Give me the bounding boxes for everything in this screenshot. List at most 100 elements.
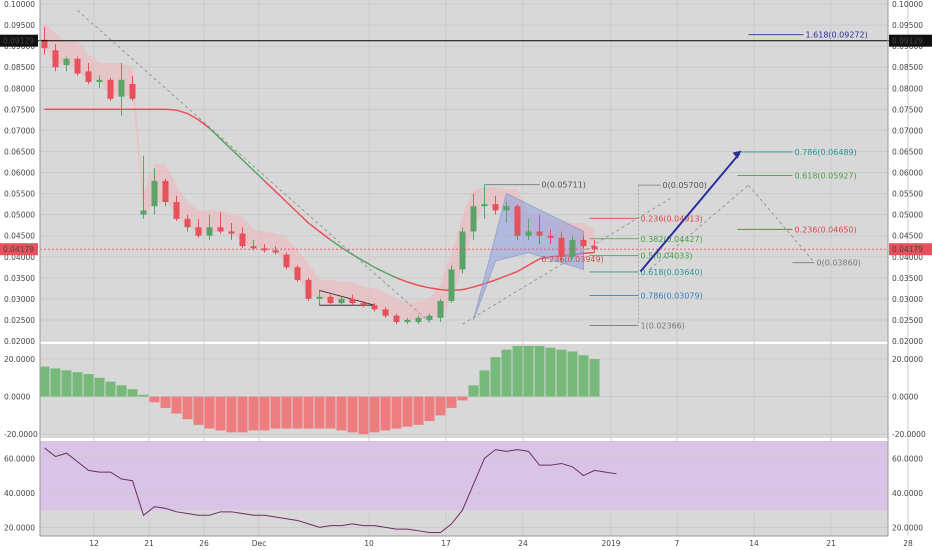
fib-label: 0.786(0.06489) [795, 148, 857, 157]
y-tick-label-right: 0.05000 [892, 211, 923, 220]
macd-bar [292, 396, 303, 429]
macd-bar [512, 345, 523, 397]
ma-segment [263, 180, 277, 192]
candle-body [173, 201, 180, 219]
candle-body [217, 227, 224, 232]
y-tick-label-right: 0.08000 [892, 84, 923, 93]
crosshair-label-left: 0.09129 [3, 37, 34, 46]
ma-segment [418, 284, 430, 289]
candle-body [426, 315, 433, 320]
candle-body [129, 84, 136, 99]
ma-segment [407, 281, 419, 287]
cloud-band [44, 22, 595, 320]
macd-bar [479, 370, 490, 397]
y-tick-label-left: 0.04500 [4, 232, 35, 241]
macd-bar [72, 372, 83, 397]
macd-bar [578, 355, 589, 397]
macd-bar [402, 396, 413, 427]
y-tick-label-right: 0.10000 [892, 0, 923, 9]
ma-segment [429, 287, 441, 291]
candle-body [250, 246, 257, 249]
crosshair-tag-right [889, 34, 932, 47]
candle-body [536, 231, 543, 236]
ma-segment [176, 109, 188, 115]
panel-bg-1 [40, 344, 888, 438]
x-tick-label: Dec [252, 539, 267, 548]
candle-body [415, 317, 422, 323]
macd-bar [501, 349, 512, 397]
y-tick-label-right: 0.07500 [892, 105, 923, 114]
fib-label: 0.236(0.04650) [795, 225, 857, 234]
fib-label: 0(0.05711) [542, 181, 586, 190]
y-tick-label-right: 0.03000 [892, 295, 923, 304]
y-tick-label-left: 0.06000 [4, 169, 35, 178]
candle-body [140, 210, 147, 215]
macd-bar [490, 357, 501, 397]
rsi-tick-right: 60.0000 [892, 454, 923, 463]
candle-body [162, 180, 169, 202]
x-tick-label: 10 [364, 539, 374, 548]
macd-bar [380, 396, 391, 431]
candle-body [118, 79, 125, 97]
candle-body [52, 50, 59, 68]
rsi-band [40, 441, 888, 511]
fib-label: 1.618(0.09272) [806, 31, 868, 40]
candle-body [63, 58, 70, 66]
y-tick-label-left: 0.04000 [4, 253, 35, 262]
fib-label: 0.382(0.04427) [641, 235, 703, 244]
candle-body [569, 239, 576, 257]
y-tick-label-left: 0.07500 [4, 105, 35, 114]
macd-bar [534, 345, 545, 397]
candle-body [74, 58, 81, 74]
fib-label: 0.618(0.03640) [641, 268, 703, 277]
projection-arrow [639, 152, 741, 273]
y-tick-label-left: 0.02000 [4, 337, 35, 346]
arrow-head [732, 150, 742, 159]
macd-bar [523, 345, 534, 397]
y-tick-label-right: 0.02000 [892, 337, 923, 346]
fib-label: 0(0.03860) [817, 259, 861, 268]
rsi-tick-right: 20.0000 [892, 523, 923, 532]
macd-bar [83, 374, 94, 397]
x-tick-label: 21 [826, 539, 836, 548]
macd-tick-right: -20.0000 [892, 430, 926, 439]
rsi-tick-left: 40.0000 [4, 489, 35, 498]
y-tick-label-left: 0.08500 [4, 63, 35, 72]
y-tick-label-left: 0.03000 [4, 295, 35, 304]
ma-segment [506, 270, 518, 277]
macd-bar [336, 396, 347, 431]
rsi-line [44, 447, 617, 534]
candle-body [503, 206, 510, 211]
candle-body [404, 319, 411, 323]
ma-segment [385, 272, 397, 279]
macd-bar [413, 396, 424, 425]
crosshair-label-right: 0.09129 [892, 37, 923, 46]
ma-segment [396, 277, 408, 283]
macd-bar [347, 396, 358, 433]
current-price-tag-right [889, 243, 932, 256]
y-tick-label-right: 0.09500 [892, 21, 923, 30]
y-tick-label-left: 0.09500 [4, 21, 35, 30]
candle-body [316, 296, 323, 299]
fib-label: 0.236(0.04913) [641, 214, 703, 223]
candle-body [558, 237, 565, 257]
macd-bar [204, 396, 215, 429]
macd-bar [270, 396, 281, 429]
ma-segment [285, 201, 299, 214]
x-tick-label: 7 [675, 539, 680, 548]
y-tick-label-left: 0.05000 [4, 211, 35, 220]
candle-body [349, 298, 356, 304]
fib-label: 0.5(0.04033) [641, 251, 693, 260]
ma-segment [462, 286, 474, 291]
y-tick-label-right: 0.07000 [892, 126, 923, 135]
ma-segment [374, 266, 386, 274]
candle-body [547, 235, 554, 238]
candle-body [525, 231, 532, 236]
candle-body [580, 239, 587, 247]
candle-body [360, 303, 367, 306]
y-tick-label-right: 0.08500 [892, 63, 923, 72]
candle-body [283, 254, 290, 268]
candle-body [85, 71, 92, 82]
macd-bar [567, 351, 578, 397]
